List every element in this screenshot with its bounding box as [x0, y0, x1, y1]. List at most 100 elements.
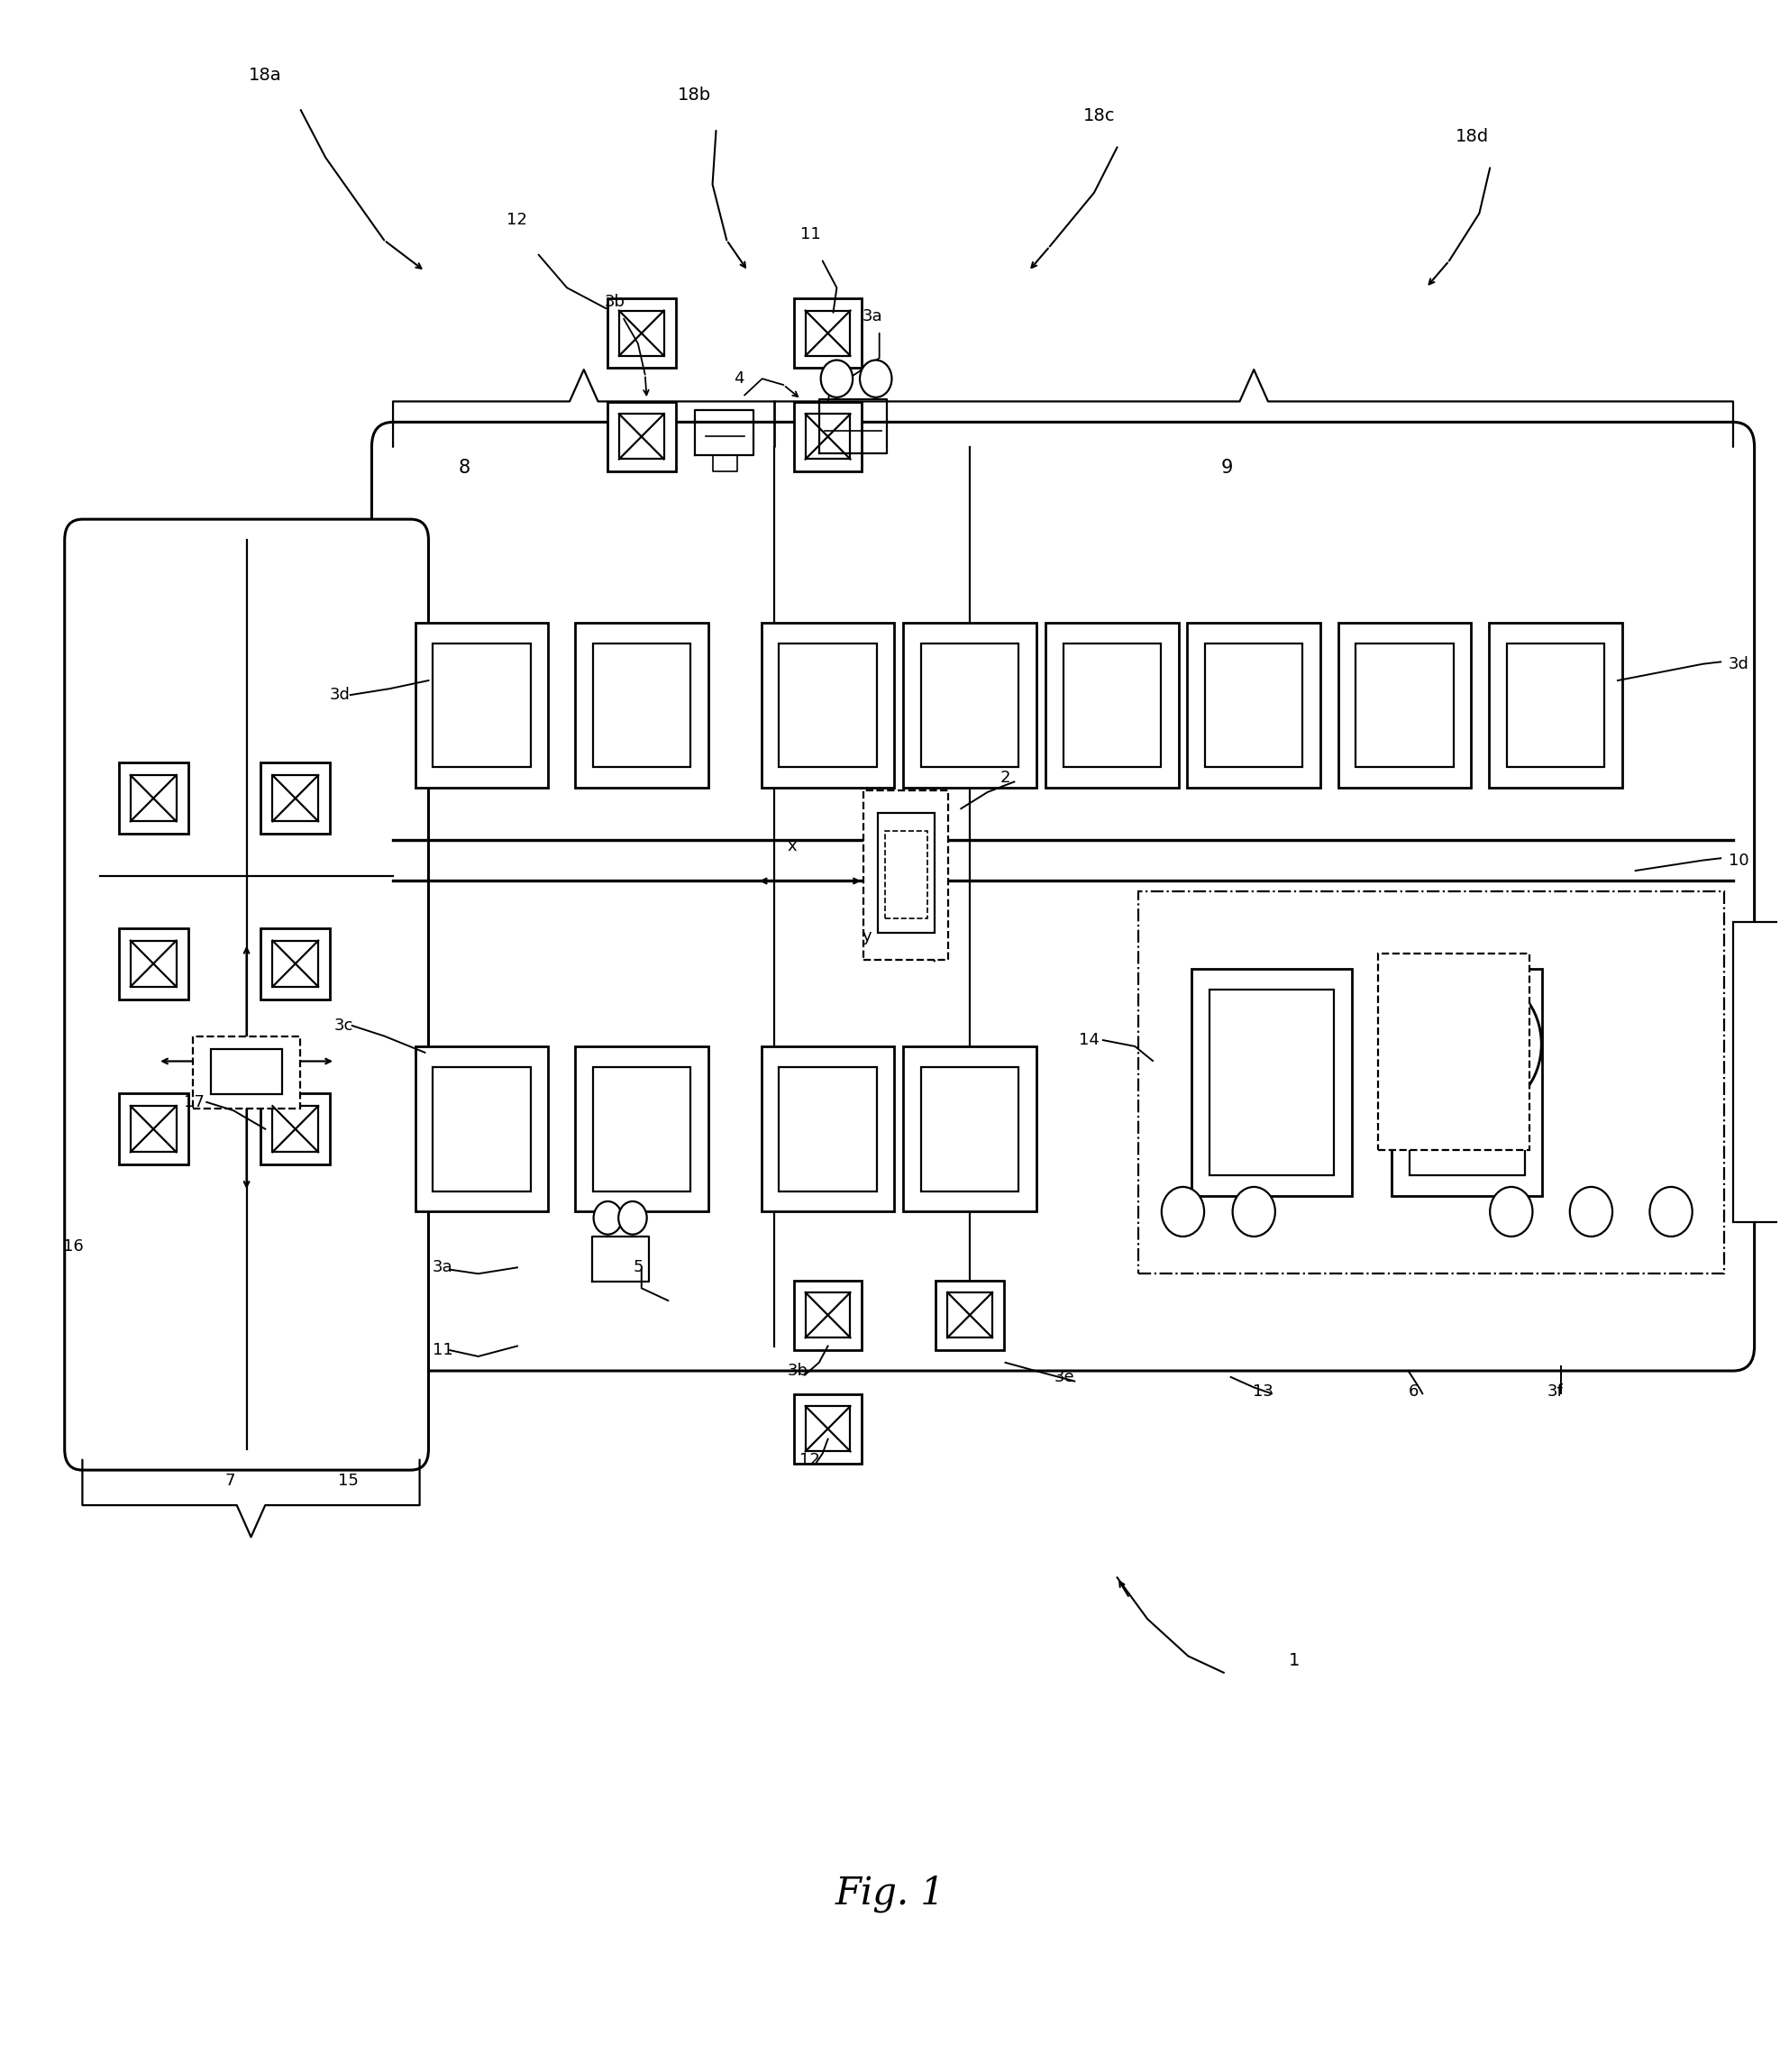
- Bar: [194, 1036, 299, 1109]
- Text: 18a: 18a: [249, 66, 281, 83]
- Bar: [272, 1106, 319, 1152]
- Text: 5: 5: [632, 1260, 643, 1276]
- Bar: [902, 1046, 1036, 1212]
- Bar: [119, 928, 189, 999]
- Text: 2: 2: [1000, 769, 1011, 785]
- Bar: [619, 414, 664, 460]
- Text: x: x: [787, 837, 797, 854]
- Bar: [593, 1067, 691, 1191]
- Text: 18c: 18c: [1084, 108, 1116, 124]
- Text: 6: 6: [1408, 1384, 1419, 1399]
- Text: 3b: 3b: [787, 1363, 808, 1380]
- Bar: [1378, 953, 1529, 1150]
- Circle shape: [1490, 1187, 1533, 1237]
- Bar: [806, 1407, 851, 1450]
- Circle shape: [1428, 978, 1541, 1111]
- Text: 18b: 18b: [678, 87, 712, 104]
- Text: 11: 11: [433, 1343, 452, 1359]
- Text: 17: 17: [183, 1094, 205, 1111]
- Circle shape: [618, 1202, 646, 1235]
- Bar: [762, 622, 894, 787]
- Bar: [806, 414, 851, 460]
- Text: 3f: 3f: [1547, 1384, 1563, 1399]
- Text: y: y: [862, 928, 872, 945]
- Bar: [1490, 622, 1622, 787]
- Bar: [1356, 642, 1454, 767]
- Bar: [433, 642, 530, 767]
- Bar: [794, 298, 862, 369]
- Bar: [260, 762, 331, 833]
- Text: 3d: 3d: [329, 686, 351, 702]
- Bar: [260, 928, 331, 999]
- Bar: [780, 1067, 878, 1191]
- Bar: [806, 1293, 851, 1339]
- Bar: [1063, 642, 1161, 767]
- Bar: [1392, 970, 1541, 1196]
- Circle shape: [821, 361, 853, 398]
- Bar: [1139, 891, 1725, 1274]
- Bar: [794, 402, 862, 470]
- Bar: [1193, 970, 1351, 1196]
- Bar: [130, 775, 176, 821]
- Bar: [1339, 622, 1472, 787]
- Circle shape: [1650, 1187, 1693, 1237]
- Text: 8: 8: [457, 458, 470, 477]
- Text: 3e: 3e: [1054, 1370, 1073, 1386]
- Bar: [130, 941, 176, 986]
- FancyBboxPatch shape: [64, 520, 429, 1469]
- Bar: [415, 1046, 548, 1212]
- Bar: [1410, 990, 1524, 1175]
- Text: 13: 13: [1253, 1384, 1273, 1399]
- Text: 12: 12: [799, 1452, 821, 1467]
- Bar: [433, 1067, 530, 1191]
- Text: 3c: 3c: [333, 1017, 352, 1034]
- Bar: [863, 789, 949, 959]
- FancyBboxPatch shape: [372, 423, 1755, 1372]
- Bar: [885, 831, 927, 918]
- Circle shape: [1232, 1187, 1274, 1237]
- Bar: [794, 1280, 862, 1349]
- Text: 3b: 3b: [605, 294, 625, 311]
- Circle shape: [860, 361, 892, 398]
- Bar: [806, 311, 851, 356]
- Bar: [272, 941, 319, 986]
- Text: 12: 12: [507, 211, 527, 228]
- Bar: [272, 775, 319, 821]
- Text: 14: 14: [1079, 1032, 1098, 1048]
- Bar: [920, 642, 1018, 767]
- Bar: [878, 812, 934, 932]
- Bar: [212, 1048, 281, 1094]
- Bar: [575, 622, 708, 787]
- Bar: [593, 642, 691, 767]
- Bar: [947, 1293, 991, 1339]
- Bar: [1205, 642, 1303, 767]
- Text: 1: 1: [1289, 1651, 1299, 1668]
- Text: 7: 7: [224, 1473, 235, 1488]
- Text: 10: 10: [1728, 852, 1748, 868]
- Bar: [260, 1094, 331, 1164]
- Bar: [920, 1067, 1018, 1191]
- Bar: [936, 1280, 1004, 1349]
- Bar: [1209, 990, 1333, 1175]
- Bar: [575, 1046, 708, 1212]
- Text: 16: 16: [64, 1239, 84, 1256]
- Bar: [119, 1094, 189, 1164]
- Bar: [130, 1106, 176, 1152]
- Bar: [1187, 622, 1321, 787]
- Text: 3d: 3d: [1728, 657, 1748, 671]
- Bar: [794, 1394, 862, 1463]
- Bar: [1734, 922, 1780, 1222]
- Text: Fig. 1: Fig. 1: [835, 1875, 945, 1912]
- Bar: [607, 298, 676, 369]
- Circle shape: [593, 1202, 621, 1235]
- Text: 11: 11: [799, 226, 821, 242]
- Bar: [902, 622, 1036, 787]
- Text: 4: 4: [733, 371, 744, 387]
- Bar: [1045, 622, 1178, 787]
- Circle shape: [1570, 1187, 1613, 1237]
- Text: 3a: 3a: [862, 309, 883, 325]
- Bar: [619, 311, 664, 356]
- Bar: [415, 622, 548, 787]
- Text: 15: 15: [338, 1473, 360, 1488]
- Text: 3a: 3a: [433, 1260, 452, 1276]
